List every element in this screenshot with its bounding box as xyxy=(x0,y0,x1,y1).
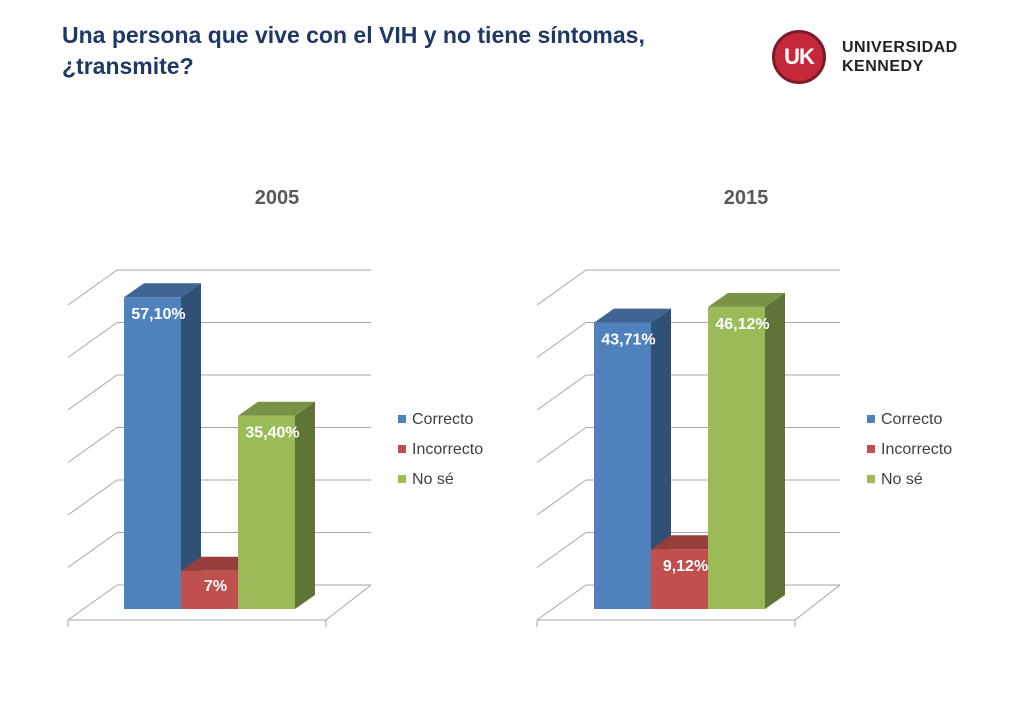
floor-left-edge xyxy=(536,584,587,621)
grid-side-line xyxy=(67,532,118,568)
logo-text-line1: UNIVERSIDAD xyxy=(842,39,958,56)
university-logo: UK UNIVERSIDAD KENNEDY xyxy=(772,30,972,90)
grid-side-line xyxy=(67,427,118,463)
grid-side-line xyxy=(67,269,118,306)
data-label: 46,12% xyxy=(715,316,769,333)
legend-swatch-incorrecto xyxy=(398,445,406,453)
bar-top-correcto xyxy=(124,283,201,298)
grid-side-line xyxy=(536,269,587,306)
legend-label: No sé xyxy=(412,471,454,488)
floor-left-edge xyxy=(67,584,118,621)
grid-side-line xyxy=(67,374,118,411)
slide-title-line2: ¿transmite? xyxy=(62,53,194,79)
bar-side-correcto xyxy=(181,283,201,609)
bar-incorrecto xyxy=(181,570,238,609)
logo-text-line2: KENNEDY xyxy=(842,58,924,75)
bar-no-sé xyxy=(708,306,765,609)
grid-side-line xyxy=(67,479,118,516)
bar-top-no-sé xyxy=(238,401,315,416)
bar-correcto xyxy=(124,297,181,609)
legend-label: Incorrecto xyxy=(881,441,952,458)
legend-swatch-no-sé xyxy=(398,475,406,483)
slide-title: Una persona que vive con el VIH y no tie… xyxy=(62,20,702,82)
grid-side-line xyxy=(536,532,587,568)
bar-side-correcto xyxy=(651,308,671,609)
data-label: 7% xyxy=(204,578,227,595)
legend-label: No sé xyxy=(881,471,923,488)
chart-title-0: 2005 xyxy=(255,187,300,209)
legend-swatch-correcto xyxy=(398,415,406,423)
grid-side-line xyxy=(536,322,587,358)
data-label: 35,40% xyxy=(245,425,299,442)
legend-swatch-no-sé xyxy=(867,475,875,483)
data-label: 57,10% xyxy=(131,306,185,323)
grid-side-line xyxy=(536,479,587,516)
bar-incorrecto xyxy=(651,549,708,609)
logo-text: UNIVERSIDAD KENNEDY xyxy=(842,38,958,76)
legend-swatch-correcto xyxy=(867,415,875,423)
floor-right-edge xyxy=(794,584,841,621)
legend-swatch-incorrecto xyxy=(867,445,875,453)
slide-title-line1: Una persona que vive con el VIH y no tie… xyxy=(62,22,645,48)
bar-side-no-sé xyxy=(295,401,315,609)
bar-side-no-sé xyxy=(765,292,785,609)
bar-top-no-sé xyxy=(708,292,785,307)
data-label: 9,12% xyxy=(663,558,708,575)
legend-label: Incorrecto xyxy=(412,441,483,458)
bar-no-sé xyxy=(238,415,295,609)
logo-badge: UK xyxy=(772,30,826,84)
bar-correcto xyxy=(594,322,651,609)
bar-top-correcto xyxy=(594,308,671,323)
legend-label: Correcto xyxy=(881,411,942,428)
legend-label: Correcto xyxy=(412,411,473,428)
grid-side-line xyxy=(67,322,118,358)
chart-title-1: 2015 xyxy=(724,187,769,209)
grid-side-line xyxy=(536,427,587,463)
data-label: 43,71% xyxy=(601,332,655,349)
grid-side-line xyxy=(536,374,587,411)
floor-right-edge xyxy=(325,584,372,621)
